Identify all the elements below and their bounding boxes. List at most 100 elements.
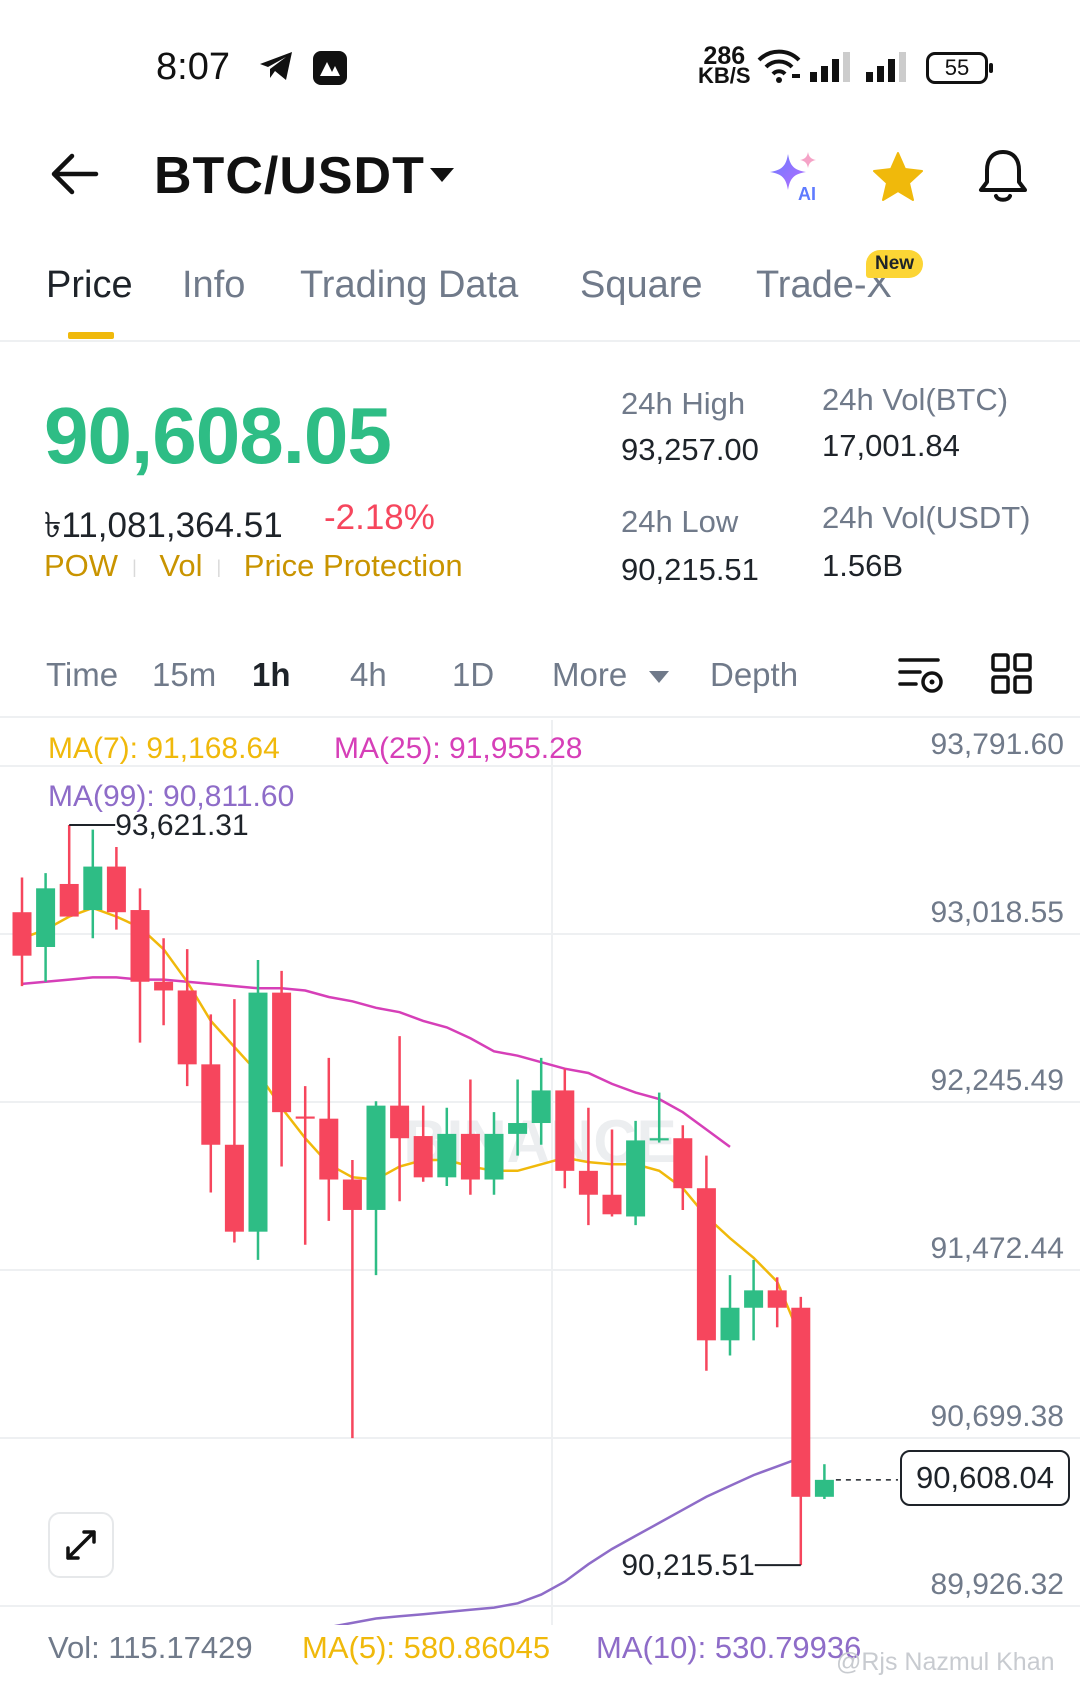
interval-1h[interactable]: 1h <box>252 656 291 693</box>
candle-body <box>508 1123 528 1134</box>
bell-icon[interactable] <box>976 146 1030 209</box>
tag-pow[interactable]: POW <box>44 548 119 583</box>
candle-body <box>154 981 174 991</box>
y-tick-label: 93,018.55 <box>931 896 1064 929</box>
candle-body <box>366 1105 386 1210</box>
candle-body <box>201 1064 221 1145</box>
volume-label: Vol: 115.17429 <box>48 1630 253 1665</box>
y-tick-label: 89,926.32 <box>931 1568 1064 1601</box>
candle-body <box>626 1140 646 1217</box>
more-caret-icon[interactable] <box>648 670 670 689</box>
chart-settings-icon[interactable] <box>898 654 944 703</box>
star-icon[interactable] <box>870 150 926 209</box>
tag-price-protection[interactable]: Price Protection <box>243 548 463 583</box>
y-tick-label: 90,699.38 <box>931 1400 1064 1433</box>
candle-body <box>767 1290 787 1308</box>
fiat-price: ৳11,081,364.51 <box>44 506 283 545</box>
last-price: 90,608.05 <box>44 391 392 480</box>
y-tick-label: 93,791.60 <box>931 728 1064 761</box>
candle-body <box>390 1105 410 1139</box>
interval-1d[interactable]: 1D <box>452 656 495 693</box>
interval-4h[interactable]: 4h <box>350 656 387 693</box>
tab-trading-data[interactable]: Trading Data <box>300 264 519 306</box>
tab-info[interactable]: Info <box>182 264 246 306</box>
candle-body <box>814 1479 834 1497</box>
trading-pair-title[interactable]: BTC/USDT <box>154 147 425 205</box>
interval-more[interactable]: More <box>552 656 628 693</box>
candle-body <box>460 1133 480 1180</box>
price-change-percent: -2.18% <box>324 498 435 537</box>
candle-body <box>130 910 150 982</box>
stat-24h-high-label: 24h High <box>621 386 746 421</box>
candle-body <box>437 1133 457 1178</box>
status-bar: 8:07 286 KB/S 55 <box>0 0 1080 120</box>
interval-15m[interactable]: 15m <box>152 656 217 693</box>
caret-down-icon[interactable] <box>428 166 456 189</box>
candle-body <box>248 992 268 1232</box>
fullscreen-button[interactable] <box>48 1512 114 1578</box>
chart-grid <box>0 720 1080 1625</box>
chart-toolbar: Time 15m 1h 4h 1D More Depth <box>0 648 1080 718</box>
net-speed: 286 KB/S <box>698 42 751 88</box>
low-marker-label: 90,215.51 <box>621 1549 754 1582</box>
candle-body <box>413 1136 433 1178</box>
back-arrow-icon[interactable] <box>50 152 100 201</box>
candle-body <box>578 1170 598 1195</box>
volume-ma5-label: MA(5): 580.86045 <box>302 1630 551 1665</box>
screenshot-watermark: @Rjs Nazmul Khan <box>836 1648 1055 1676</box>
y-tick-label: 92,245.49 <box>931 1064 1064 1097</box>
candle-body <box>602 1194 622 1215</box>
candle-body <box>720 1307 740 1341</box>
stat-24h-low-label: 24h Low <box>621 504 739 539</box>
grid-layout-icon[interactable] <box>990 652 1034 701</box>
ma99-line <box>333 1456 802 1625</box>
ai-sparkle-icon[interactable]: AI <box>766 148 824 209</box>
stat-24h-vol-usdt-value: 1.56B <box>822 548 904 583</box>
ma7-line <box>21 906 802 1339</box>
candle-body <box>319 1118 339 1180</box>
asset-tags: POW | Vol | Price Protection <box>44 548 463 583</box>
battery-icon: 55 <box>926 52 993 84</box>
telegram-icon <box>258 50 294 87</box>
stat-24h-vol-usdt-label: 24h Vol(USDT) <box>822 500 1031 535</box>
candle-body <box>83 866 103 911</box>
candle-body <box>177 990 197 1065</box>
tag-vol[interactable]: Vol <box>159 548 203 583</box>
depth-tab[interactable]: Depth <box>710 656 799 693</box>
candle-body <box>696 1188 716 1341</box>
candle-body <box>342 1179 362 1210</box>
wifi-icon <box>756 48 802 89</box>
candle-body <box>791 1307 811 1497</box>
app-icon <box>312 50 348 91</box>
candle-body <box>484 1133 504 1180</box>
y-tick-label: 91,472.44 <box>931 1232 1064 1265</box>
active-tab-indicator <box>68 332 114 339</box>
ai-label: AI <box>798 184 816 204</box>
high-marker-label: 93,621.31 <box>115 809 248 842</box>
interval-time[interactable]: Time <box>46 656 119 693</box>
ma25-label: MA(25): 91,955.28 <box>334 732 583 765</box>
ma99-label: MA(99): 90,811.60 <box>48 780 295 813</box>
candle-body <box>673 1138 693 1189</box>
tab-price[interactable]: Price <box>46 264 133 306</box>
candle-body <box>106 866 126 913</box>
candle-body <box>744 1290 764 1308</box>
price-axis: 93,791.60 93,018.55 92,245.49 91,472.44 90,6… <box>931 728 1064 1601</box>
candle-body <box>649 1138 669 1141</box>
chart-markers: 93,621.31 90,215.51 <box>69 809 898 1582</box>
volume-ma10-label: MA(10): 530.79936 <box>596 1630 862 1665</box>
stat-24h-vol-btc-label: 24h Vol(BTC) <box>822 382 1009 417</box>
expand-icon <box>66 1530 96 1560</box>
tab-bar: Price Info Trading Data Square Trade-X N… <box>0 250 1080 342</box>
candle-body <box>12 912 32 956</box>
signal-icon <box>864 50 910 89</box>
candle-body <box>224 1144 244 1232</box>
candle-body <box>555 1090 575 1171</box>
stat-24h-vol-btc-value: 17,001.84 <box>822 428 960 463</box>
candle-body <box>272 992 292 1113</box>
ma7-label: MA(7): 91,168.64 <box>48 732 280 765</box>
status-time: 8:07 <box>156 46 230 88</box>
signal-icon <box>808 50 854 89</box>
tab-square[interactable]: Square <box>580 264 703 306</box>
